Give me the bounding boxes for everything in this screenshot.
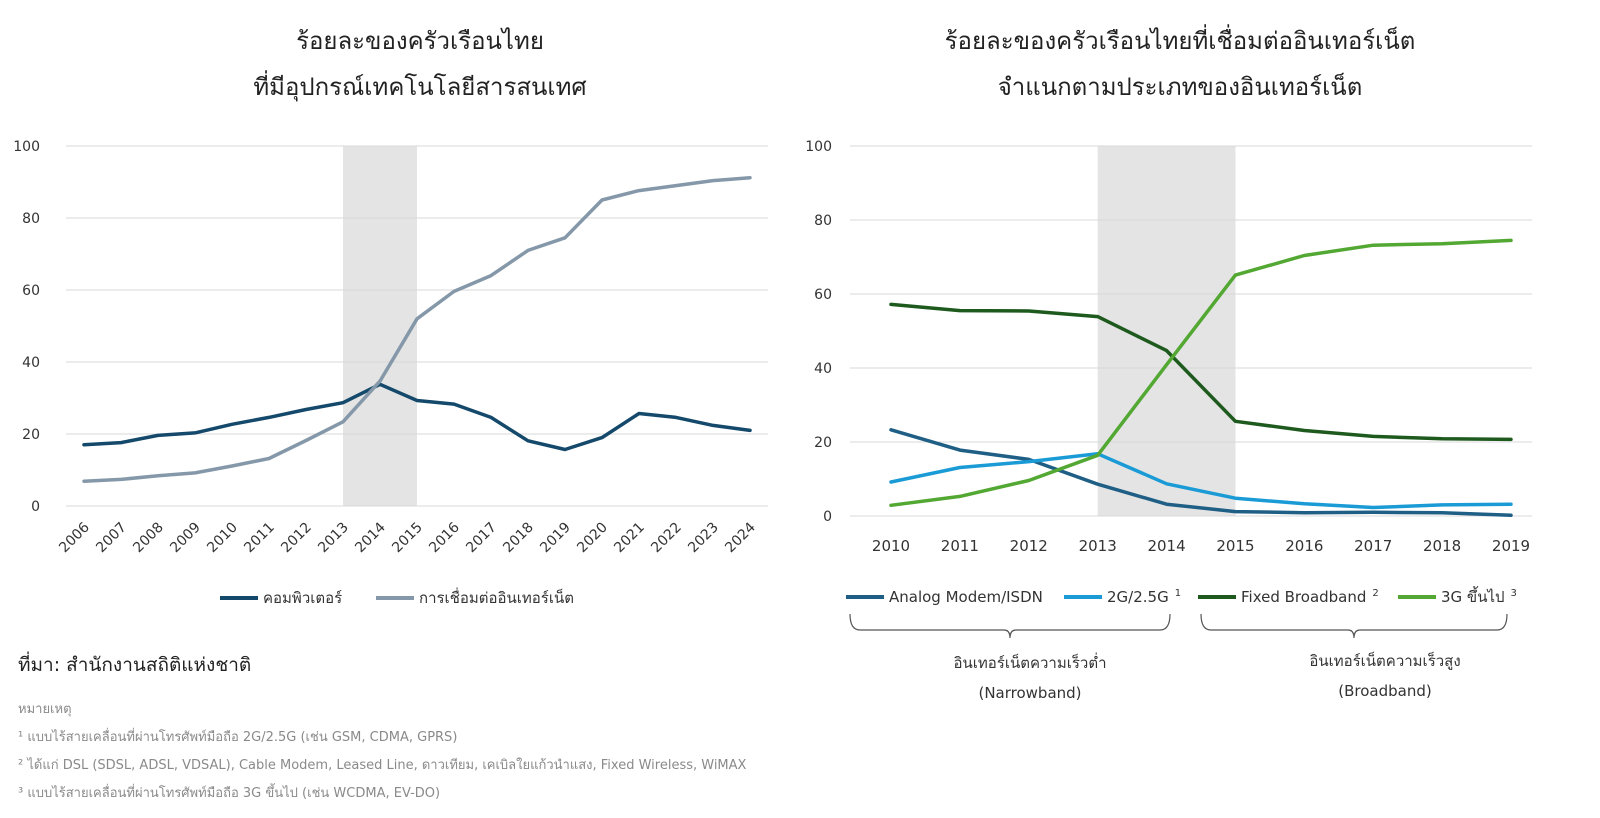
y-tick-label: 20 — [22, 427, 40, 443]
y-tick-label: 0 — [31, 499, 40, 515]
x-tick-label: 2016 — [426, 519, 463, 556]
x-tick-label: 2017 — [1354, 537, 1392, 555]
y-tick-label: 80 — [22, 211, 40, 227]
chart-1-legend: คอมพิวเตอร์ การเชื่อมต่ออินเทอร์เน็ต — [220, 587, 574, 607]
right-chart-title-line1: ร้อยละของครัวเรือนไทยที่เชื่อมต่ออินเทอร… — [944, 27, 1416, 55]
right-chart-title: ร้อยละของครัวเรือนไทยที่เชื่อมต่ออินเทอร… — [880, 18, 1480, 110]
broadband-label-th: อินเทอร์เน็ตความเร็วสูง — [1309, 652, 1461, 670]
y-tick-label: 0 — [823, 509, 832, 525]
series-line-2-3 — [889, 302, 1513, 442]
y-tick-label: 20 — [814, 435, 832, 451]
shaded-period — [343, 146, 417, 506]
legend-label: 3G ขึ้นไป 3 — [1441, 586, 1517, 606]
narrowband-label-th: อินเทอร์เน็ตความเร็วต่ำ — [953, 654, 1107, 672]
x-tick-label: 2012 — [278, 520, 315, 557]
notes: หมายเหตุ ¹ แบบไร้สายเคลื่อนที่ผ่านโทรศัพ… — [18, 696, 746, 808]
left-chart-title-line2: ที่มีอุปกรณ์เทคโนโลยีสารสนเทศ — [253, 73, 587, 101]
narrowband-label-en: (Narrowband) — [978, 684, 1082, 702]
left-chart-title-line1: ร้อยละของครัวเรือนไทย — [296, 27, 544, 55]
x-tick-label: 2013 — [315, 520, 352, 557]
x-tick-label: 2018 — [500, 520, 537, 557]
x-tick-label: 2011 — [941, 537, 979, 555]
chart-2-legend: Analog Modem/ISDN 2G/2.5G 1 Fixed Broadband… — [846, 586, 1517, 639]
x-tick-label: 2019 — [537, 520, 574, 557]
legend-label: Fixed Broadband 2 — [1241, 588, 1379, 606]
note-1: ¹ แบบไร้สายเคลื่อนที่ผ่านโทรศัพท์มือถือ … — [18, 730, 458, 745]
broadband-label-en: (Broadband) — [1338, 682, 1432, 700]
x-tick-label: 2023 — [685, 520, 722, 557]
shaded-period — [1097, 146, 1236, 516]
broadband-group-label: อินเทอร์เน็ตความเร็วสูง (Broadband) — [1230, 646, 1540, 706]
series-line-2-4 — [889, 238, 1513, 508]
y-tick-label: 40 — [814, 361, 832, 377]
x-tick-label: 2010 — [872, 537, 910, 555]
notes-heading: หมายเหตุ — [18, 702, 72, 717]
x-tick-label: 2013 — [1079, 537, 1117, 555]
chart-2-plot: 0 20 40 60 80 100 2010 2011 2012 2013 2014 2015 2016… — [805, 139, 1532, 555]
right-chart-title-line2: จำแนกตามประเภทของอินเทอร์เน็ต — [997, 73, 1363, 101]
y-tick-label: 100 — [805, 139, 832, 155]
narrowband-group-label: อินเทอร์เน็ตความเร็วต่ำ (Narrowband) — [880, 648, 1180, 708]
legend-label: คอมพิวเตอร์ — [263, 589, 342, 607]
x-tick-label: 2016 — [1285, 537, 1323, 555]
x-tick-label: 2014 — [352, 519, 389, 556]
x-tick-label: 2020 — [574, 520, 611, 557]
chart-1-plot: 0 20 40 60 80 100 2006 2007 2008 2009 2010 2011 2012… — [13, 139, 768, 556]
narrowband-bracket — [849, 613, 1171, 639]
x-tick-label: 2006 — [56, 519, 93, 556]
x-tick-label: 2010 — [204, 520, 241, 557]
source-text: ที่มา: สำนักงานสถิติแห่งชาติ — [18, 654, 252, 676]
x-tick-label: 2009 — [167, 520, 204, 557]
legend-label: Analog Modem/ISDN — [889, 588, 1043, 606]
x-tick-label: 2019 — [1492, 537, 1530, 555]
y-tick-label: 100 — [13, 139, 40, 155]
legend-label: 2G/2.5G 1 — [1107, 588, 1181, 606]
x-tick-label: 2018 — [1423, 537, 1461, 555]
x-tick-label: 2011 — [241, 520, 278, 557]
x-tick-label: 2022 — [648, 520, 685, 557]
x-tick-label: 2012 — [1010, 537, 1048, 555]
x-tick-label: 2015 — [389, 520, 426, 557]
note-2: ² ได้แก่ DSL (SDSL, ADSL, VDSAL), Cable … — [18, 758, 747, 773]
note-3: ³ แบบไร้สายเคลื่อนที่ผ่านโทรศัพท์มือถือ … — [18, 786, 441, 801]
x-tick-label: 2024 — [722, 519, 759, 556]
y-tick-label: 60 — [22, 283, 40, 299]
y-tick-label: 80 — [814, 213, 832, 229]
legend-label: การเชื่อมต่ออินเทอร์เน็ต — [419, 587, 574, 607]
x-tick-label: 2021 — [611, 520, 648, 557]
x-tick-label: 2008 — [130, 520, 167, 557]
y-tick-label: 60 — [814, 287, 832, 303]
series-line-2-2 — [889, 452, 1513, 510]
x-tick-label: 2014 — [1147, 537, 1185, 555]
broadband-bracket — [1200, 613, 1508, 639]
left-chart-title: ร้อยละของครัวเรือนไทย ที่มีอุปกรณ์เทคโนโ… — [140, 18, 700, 110]
x-tick-label: 2007 — [93, 520, 130, 557]
y-tick-label: 40 — [22, 355, 40, 371]
series-line-2-1 — [889, 428, 1513, 518]
x-tick-label: 2017 — [463, 520, 500, 557]
x-tick-label: 2015 — [1216, 537, 1254, 555]
